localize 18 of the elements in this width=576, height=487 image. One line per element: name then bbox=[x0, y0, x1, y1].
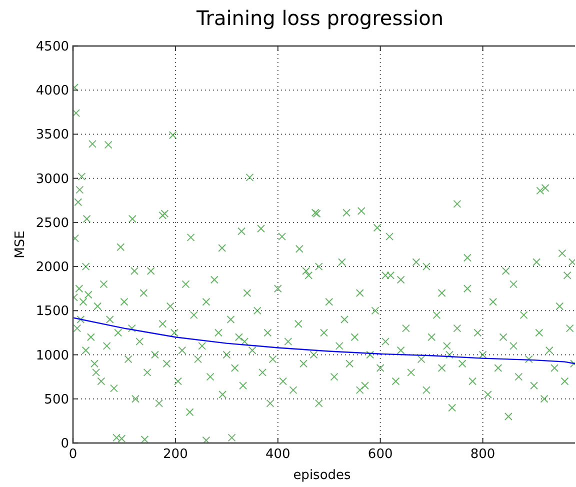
x-tick-label: 800 bbox=[470, 447, 496, 462]
line-series bbox=[73, 317, 575, 364]
x-tick-label: 400 bbox=[265, 447, 290, 462]
y-axis-title: MSE bbox=[13, 230, 28, 258]
y-tick-label: 2500 bbox=[36, 216, 69, 231]
y-tick-label: 4000 bbox=[36, 84, 69, 99]
y-tick-label: 1000 bbox=[36, 348, 69, 364]
y-tick-label: 0 bbox=[60, 436, 69, 452]
chart-title: Training loss progression bbox=[195, 6, 444, 30]
y-tick-label: 4500 bbox=[36, 40, 69, 54]
y-tick-label: 3500 bbox=[36, 128, 69, 143]
y-tick-label: 500 bbox=[44, 392, 69, 408]
x-tick-label: 200 bbox=[163, 447, 188, 462]
y-tick-label: 2000 bbox=[36, 260, 69, 276]
y-tick-label: 3000 bbox=[36, 172, 69, 187]
x-axis-title: episodes bbox=[293, 468, 352, 483]
y-tick-label: 1500 bbox=[36, 304, 69, 320]
x-tick-label: 600 bbox=[368, 447, 393, 462]
